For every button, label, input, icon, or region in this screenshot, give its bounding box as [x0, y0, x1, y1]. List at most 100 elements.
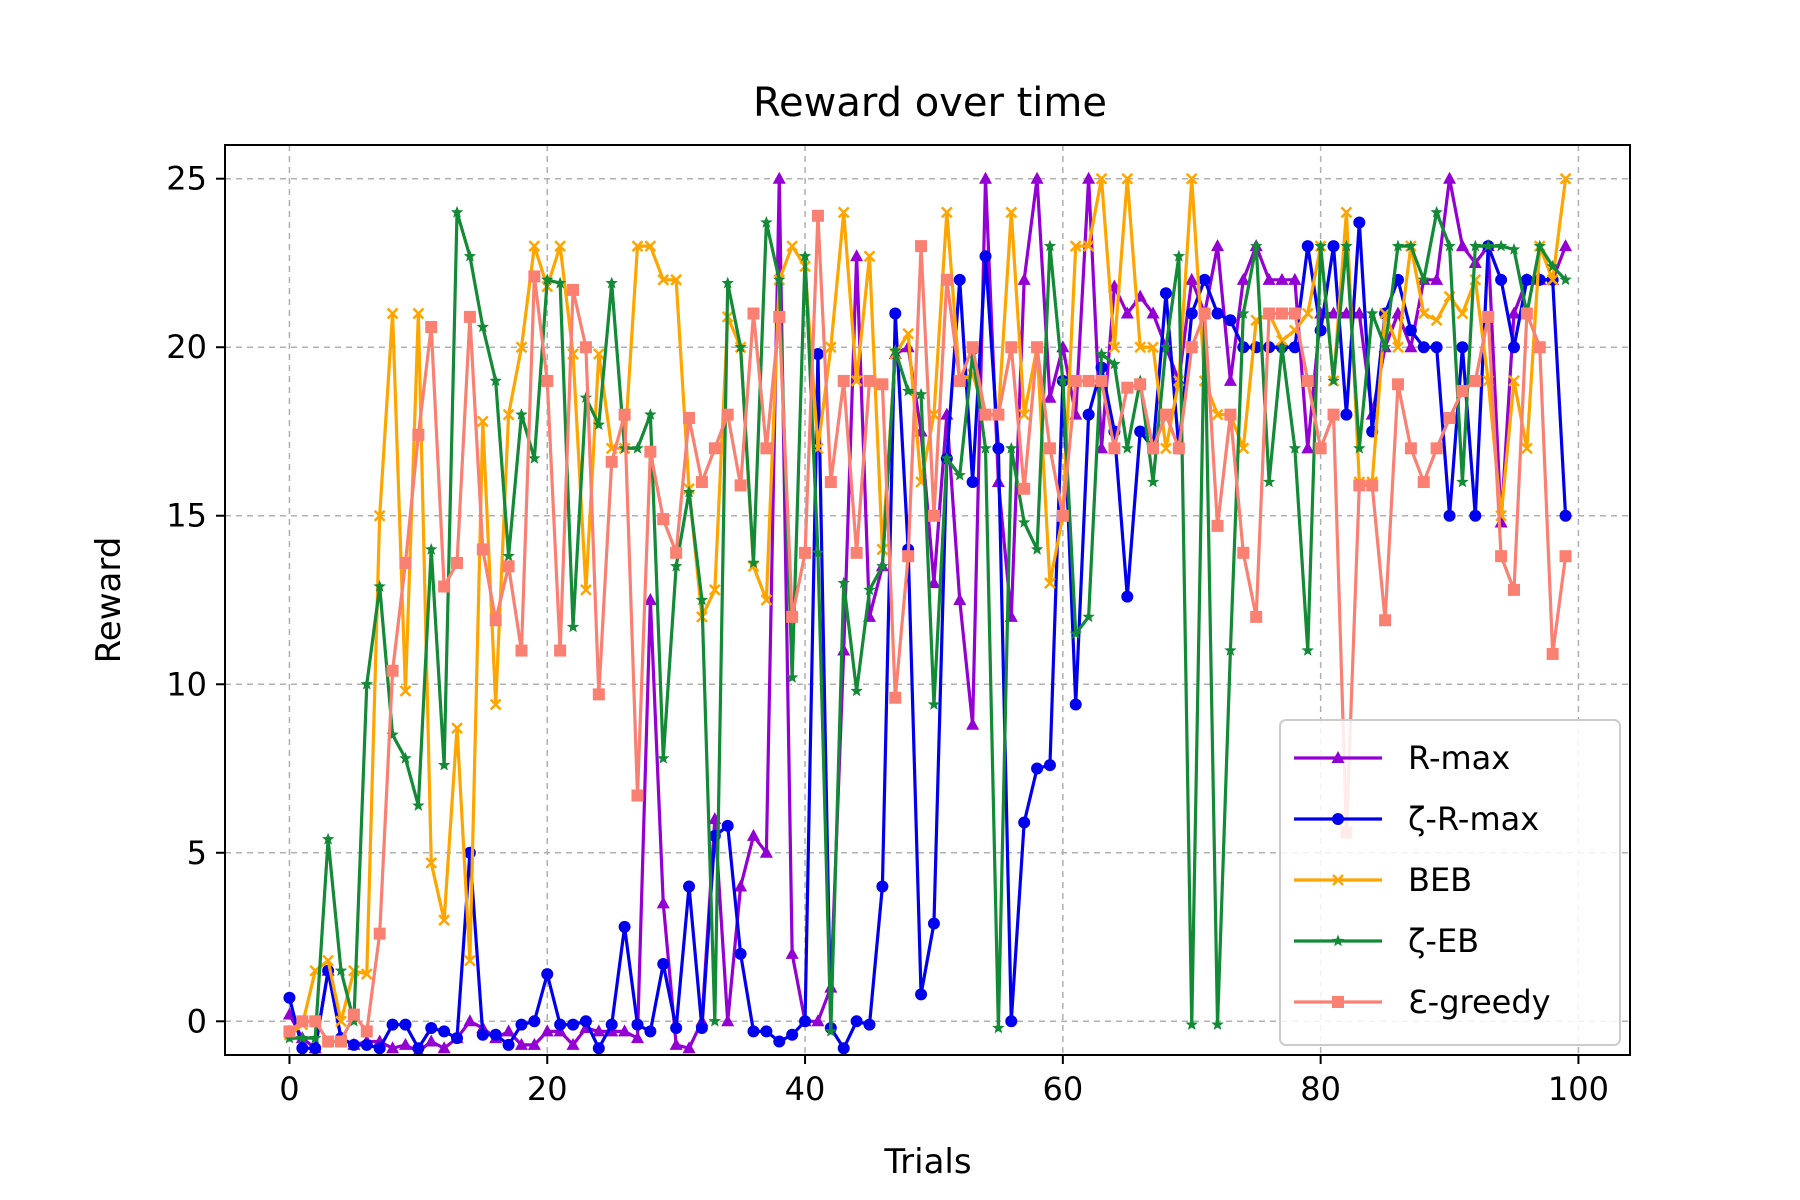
- legend-label: Ɛ-greedy: [1408, 983, 1551, 1021]
- data-point: [1301, 644, 1314, 656]
- data-point: [1237, 442, 1250, 455]
- data-point: [837, 206, 850, 219]
- data-point: [683, 412, 696, 424]
- data-point: [1095, 347, 1108, 360]
- data-point: [1469, 239, 1482, 252]
- data-point: [1340, 206, 1353, 219]
- legend: R-max ζ-R-max BEB ζ-EB Ɛ-greedy: [1279, 719, 1621, 1046]
- data-point: [1520, 307, 1533, 320]
- data-point: [1185, 307, 1198, 320]
- data-point: [1301, 374, 1314, 387]
- data-point: [1533, 239, 1546, 252]
- data-point: [1069, 240, 1082, 252]
- data-point: [450, 205, 464, 218]
- data-point: [322, 954, 335, 967]
- data-point: [1546, 647, 1559, 660]
- data-point: [824, 476, 837, 489]
- data-point: [966, 717, 980, 730]
- data-point: [940, 273, 953, 286]
- data-point: [515, 341, 528, 354]
- data-point: [721, 408, 734, 421]
- data-point: [1456, 341, 1469, 354]
- data-point: [1134, 378, 1147, 391]
- data-point: [1456, 307, 1469, 320]
- data-point: [1546, 273, 1559, 286]
- data-point: [1262, 272, 1276, 285]
- data-point: [644, 445, 657, 458]
- data-point: [476, 1028, 489, 1041]
- data-point: [567, 283, 580, 296]
- data-point: [618, 1024, 632, 1037]
- data-point: [657, 513, 670, 526]
- data-point: [798, 249, 812, 262]
- data-point: [1223, 373, 1237, 386]
- data-point: [386, 1018, 399, 1031]
- data-point: [476, 415, 489, 428]
- data-point: [1559, 273, 1572, 286]
- data-point: [657, 273, 670, 286]
- legend-marker: [1331, 751, 1345, 763]
- data-point: [824, 341, 837, 354]
- data-point: [309, 1015, 322, 1028]
- data-point: [979, 408, 992, 421]
- data-point: [463, 1014, 477, 1027]
- data-point: [1379, 614, 1392, 627]
- data-point: [1172, 249, 1186, 262]
- data-point: [734, 947, 747, 960]
- data-point: [1456, 385, 1469, 398]
- y-axis-label: Reward: [89, 537, 129, 664]
- y-tick-label: 0: [187, 1002, 207, 1040]
- data-point: [321, 832, 335, 845]
- data-point: [1069, 698, 1082, 711]
- data-point: [579, 391, 593, 404]
- data-point: [1095, 374, 1108, 387]
- data-point: [514, 1037, 528, 1050]
- data-point: [979, 441, 992, 454]
- data-point: [528, 451, 541, 464]
- data-point: [863, 1018, 876, 1031]
- data-point: [643, 593, 657, 605]
- data-point: [373, 580, 386, 592]
- data-point: [1378, 340, 1392, 353]
- data-point: [1030, 171, 1044, 184]
- y-tick-label: 15: [166, 497, 207, 535]
- data-point: [1404, 324, 1417, 337]
- data-point: [1288, 341, 1301, 354]
- data-point: [309, 1031, 322, 1044]
- legend-label: BEB: [1408, 861, 1472, 899]
- data-point: [347, 1008, 360, 1021]
- data-point: [786, 240, 799, 252]
- data-point: [1275, 307, 1288, 320]
- data-point: [425, 1022, 438, 1035]
- data-point: [670, 273, 683, 286]
- data-point: [335, 1035, 348, 1048]
- data-point: [876, 378, 889, 391]
- data-point: [760, 442, 773, 455]
- data-point: [592, 688, 605, 701]
- data-point: [1366, 307, 1379, 319]
- data-point: [1507, 341, 1520, 354]
- data-point: [747, 556, 760, 569]
- data-point: [1082, 171, 1096, 184]
- data-point: [334, 964, 348, 976]
- data-point: [373, 1042, 386, 1055]
- data-point: [1301, 307, 1314, 320]
- data-point: [1108, 357, 1121, 370]
- data-point: [515, 644, 528, 657]
- data-point: [966, 341, 979, 354]
- data-point: [618, 408, 631, 421]
- data-point: [901, 384, 915, 397]
- data-point: [283, 1025, 296, 1038]
- data-point: [283, 1031, 296, 1044]
- data-point: [1507, 583, 1520, 596]
- data-point: [438, 914, 451, 927]
- data-point: [1185, 341, 1198, 354]
- data-point: [1262, 475, 1276, 488]
- data-point: [695, 476, 708, 489]
- data-point: [940, 451, 954, 464]
- data-point: [1495, 550, 1508, 563]
- data-point: [360, 1025, 373, 1038]
- data-point: [296, 1031, 309, 1044]
- plot-frame: [224, 144, 1631, 1056]
- data-point: [1430, 272, 1444, 285]
